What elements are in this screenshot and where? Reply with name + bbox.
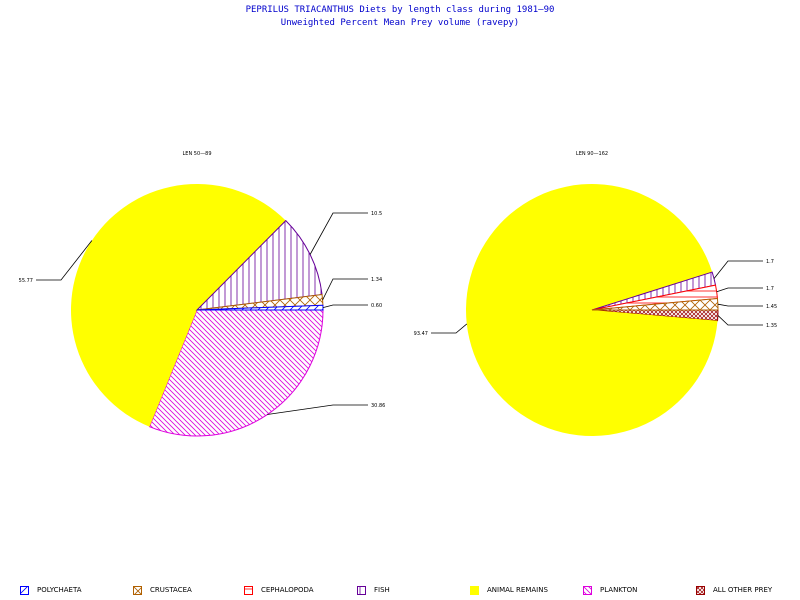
polychaeta-swatch	[20, 585, 29, 595]
leader-line	[309, 212, 368, 255]
leader-line	[431, 323, 468, 334]
chart-title: PEPRILUS TRIACANTHUS Diets by length cla…	[0, 4, 800, 30]
legend-label: CEPHALOPODA	[261, 586, 314, 594]
pie-chart-1: LEN 50—89 30.86 55.77 10.5 1.34 0.60	[19, 151, 385, 437]
data-label: 93.47	[414, 331, 428, 337]
legend-label: FISH	[374, 586, 390, 594]
legend-label: CRUSTACEA	[150, 586, 192, 594]
chart-title-line1: PEPRILUS TRIACANTHUS Diets by length cla…	[245, 5, 555, 15]
leader-line	[717, 303, 763, 307]
legend: POLYCHAETA CRUSTACEA CEPHALOPODA FISH ANIMAL…	[0, 582, 800, 598]
pie-slice-polychaeta	[196, 304, 324, 311]
data-label: 0.60	[371, 303, 382, 309]
leader-line	[717, 315, 763, 326]
leader-line	[322, 278, 368, 301]
crustacea-swatch	[133, 585, 142, 595]
pie-title: LEN 50—89	[183, 151, 212, 157]
animal-remains-swatch	[470, 585, 479, 595]
pie-chart-2: LEN 90—162 1.35 93.47 1.7 1.7 1.45	[414, 151, 777, 436]
chart-title-line2: Unweighted Percent Mean Prey volume (rav…	[280, 18, 520, 28]
data-label: 1.7	[766, 259, 774, 265]
data-label: 10.5	[371, 211, 382, 217]
data-label: 1.45	[766, 304, 777, 310]
legend-label: ANIMAL REMAINS	[487, 586, 548, 594]
pie-slice-crustacea	[591, 297, 719, 311]
legend-item-polychaeta: POLYCHAETA	[20, 582, 81, 598]
legend-item-fish: FISH	[357, 582, 390, 598]
legend-item-cephalopoda: CEPHALOPODA	[244, 582, 314, 598]
pie-slice-animal-remains	[465, 183, 718, 436]
leader-line	[322, 304, 368, 308]
data-label: 1.7	[766, 286, 774, 292]
legend-label: POLYCHAETA	[37, 586, 82, 594]
pie-slice-plankton	[148, 309, 324, 437]
legend-item-animal-remains: ANIMAL REMAINS	[470, 582, 548, 598]
pie-title: LEN 90—162	[576, 151, 608, 157]
leader-line	[716, 287, 763, 293]
plankton-swatch	[583, 585, 592, 595]
legend-item-all-other-prey: ALL OTHER PREY	[696, 582, 772, 598]
leader-line	[713, 260, 763, 279]
pie-slice-animal-remains	[70, 183, 286, 427]
data-label: 55.77	[19, 278, 33, 284]
legend-item-plankton: PLANKTON	[583, 582, 637, 598]
data-label: 1.34	[371, 277, 382, 283]
pie-charts: LEN 50—89 30.86 55.77 10.5 1.34 0.60 LEN 90—1…	[19, 151, 777, 437]
data-label: 30.86	[371, 403, 385, 409]
legend-label: ALL OTHER PREY	[713, 586, 773, 594]
legend-item-crustacea: CRUSTACEA	[133, 582, 192, 598]
data-label: 1.35	[766, 323, 777, 329]
cephalopoda-swatch	[244, 585, 253, 595]
leader-line	[36, 240, 93, 281]
all-other-prey-swatch	[696, 585, 705, 595]
legend-label: PLANKTON	[600, 586, 638, 594]
pie-slice-fish	[195, 219, 323, 311]
leader-line	[267, 404, 368, 415]
fish-swatch	[357, 585, 366, 595]
